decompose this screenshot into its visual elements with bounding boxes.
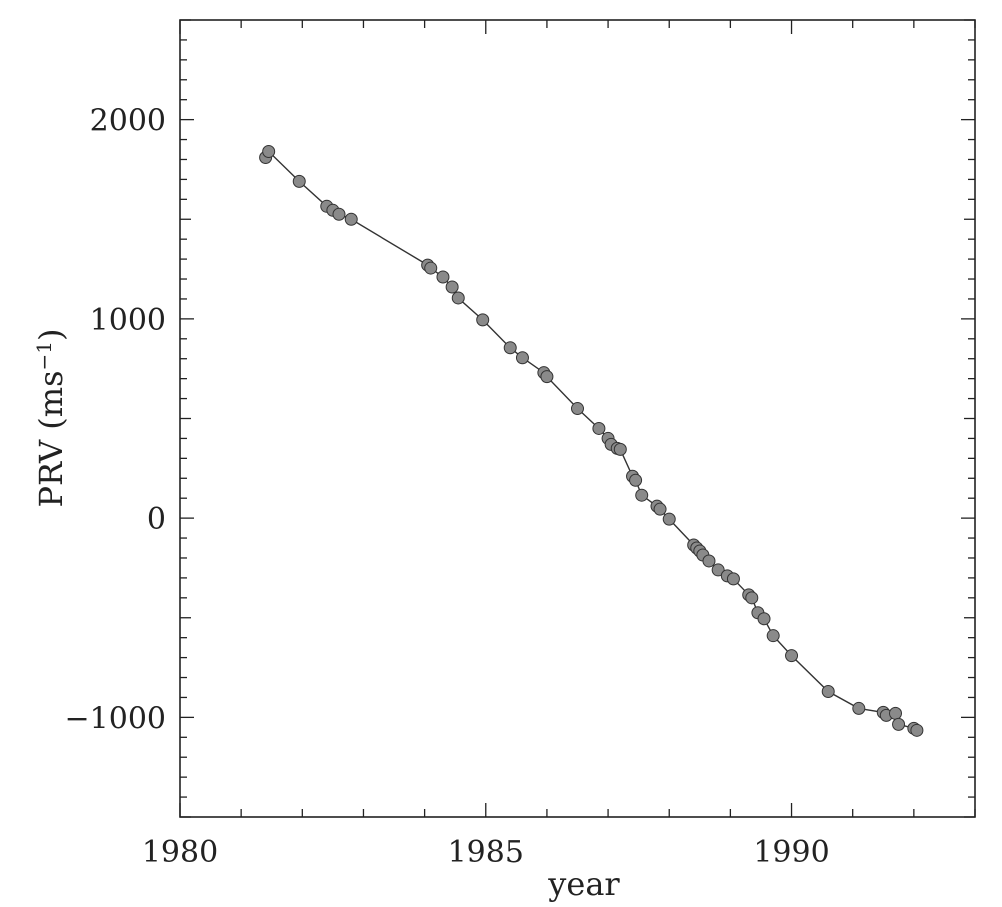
data-point — [653, 502, 667, 516]
y-tick-label: 2000 — [90, 104, 166, 139]
data-point — [515, 351, 529, 365]
series-line — [264, 150, 918, 731]
data-point — [451, 291, 465, 305]
data-point — [540, 370, 554, 384]
y-tick-label: 0 — [147, 502, 166, 537]
y-tick-label: −1000 — [65, 701, 166, 736]
data-point — [745, 591, 759, 605]
data-point — [262, 145, 276, 159]
plot-frame — [179, 19, 976, 818]
y-axis-label-close: ) — [32, 329, 70, 341]
data-point — [571, 402, 584, 416]
data-point — [702, 554, 716, 568]
data-point — [424, 261, 438, 275]
y-axis-label-main: PRV (ms — [32, 370, 70, 507]
data-point — [445, 280, 459, 294]
tick-labels: 1980 1985 1990 −1000 0 1000 2000 — [65, 104, 830, 870]
data-point — [910, 723, 924, 737]
data-point — [892, 717, 906, 731]
x-axis-label: year — [547, 865, 620, 903]
data-point — [332, 207, 346, 221]
x-tick-label: 1985 — [448, 835, 524, 870]
data-point — [757, 612, 771, 626]
data-point — [889, 706, 902, 720]
x-tick-label: 1990 — [753, 835, 829, 870]
data-point — [344, 212, 358, 226]
data-point — [503, 341, 517, 355]
data-point — [476, 313, 490, 327]
y-tick-label: 1000 — [90, 303, 166, 338]
data-point — [821, 684, 835, 698]
data-point — [726, 572, 740, 586]
data-point — [629, 473, 643, 487]
data-point — [711, 563, 725, 577]
data-points — [259, 145, 924, 737]
data-point — [785, 649, 799, 663]
y-axis-label-exponent: −1 — [32, 341, 56, 370]
data-point — [613, 442, 627, 456]
data-point — [436, 270, 450, 284]
data-point — [635, 488, 649, 502]
x-tick-label: 1980 — [142, 835, 218, 870]
axis-ticks — [179, 19, 976, 818]
data-point — [662, 512, 676, 526]
data-point — [292, 174, 306, 188]
data-point — [766, 629, 780, 643]
y-axis-label: PRV (ms−1) — [32, 329, 70, 508]
data-point — [852, 701, 866, 715]
data-point — [592, 421, 606, 435]
